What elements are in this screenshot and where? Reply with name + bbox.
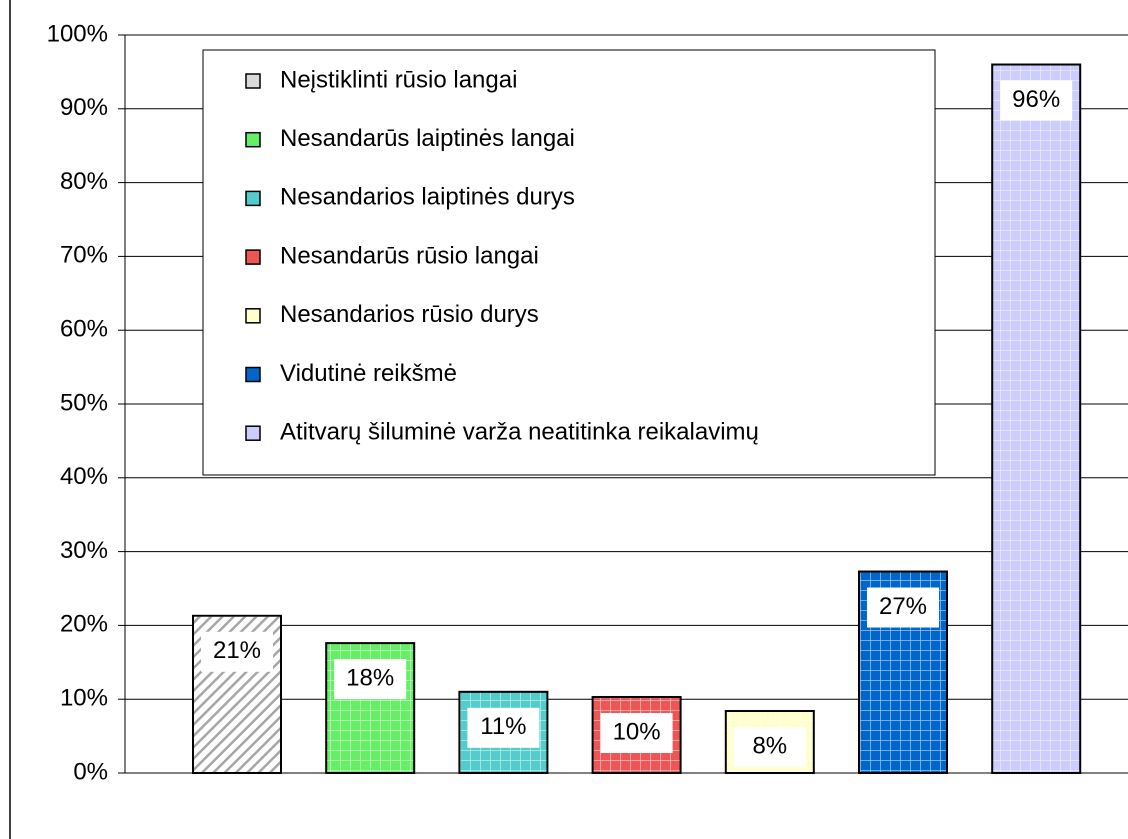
legend-swatch <box>245 131 261 148</box>
data-label: 11% <box>480 713 526 740</box>
legend-label: Neįstiklinti rūsio langai <box>280 66 517 93</box>
legend-box <box>202 49 936 476</box>
y-tick-label: 40% <box>60 463 108 490</box>
data-label: 96% <box>1012 86 1060 113</box>
y-tick-label: 20% <box>60 611 108 638</box>
legend-swatch <box>245 366 261 383</box>
legend-label: Nesandarūs laiptinės langai <box>280 125 575 152</box>
y-tick-label: 50% <box>60 389 108 416</box>
data-label-bg <box>867 587 939 628</box>
data-label-bg <box>600 712 673 753</box>
legend-label: Nesandarūs rūsio langai <box>280 242 539 269</box>
y-tick-label: 100% <box>47 20 108 47</box>
bar-pattern <box>993 65 1080 772</box>
legend-label: Atitvarų šiluminė varža neatitinka reika… <box>280 419 759 446</box>
y-tick-label: 30% <box>60 537 108 564</box>
data-label-bg <box>201 631 273 672</box>
data-label-bg <box>1000 80 1073 121</box>
legend-swatch <box>245 425 261 441</box>
legend-label: Vidutinė reikšmė <box>280 360 457 387</box>
y-tick-label: 80% <box>60 168 108 195</box>
data-label: 27% <box>879 593 927 620</box>
data-label: 18% <box>346 664 394 691</box>
data-label-bg <box>334 659 407 700</box>
legend-swatch <box>245 249 261 265</box>
legend-label: Nesandarios laiptinės durys <box>280 184 575 211</box>
legend-swatch <box>245 73 261 89</box>
y-tick-label: 90% <box>60 94 108 121</box>
data-label: 21% <box>213 637 261 664</box>
legend-label: Nesandarios rūsio durys <box>280 301 539 328</box>
legend-swatch <box>245 308 261 324</box>
legend-swatch <box>245 190 261 207</box>
data-label: 8% <box>752 732 787 759</box>
data-label: 10% <box>613 718 661 745</box>
data-label-bg <box>733 727 806 768</box>
y-tick-label: 70% <box>60 242 108 269</box>
y-tick-label: 10% <box>60 685 108 712</box>
data-label-bg <box>467 707 540 748</box>
y-tick-label: 0% <box>73 758 108 785</box>
y-tick-label: 60% <box>60 316 108 343</box>
